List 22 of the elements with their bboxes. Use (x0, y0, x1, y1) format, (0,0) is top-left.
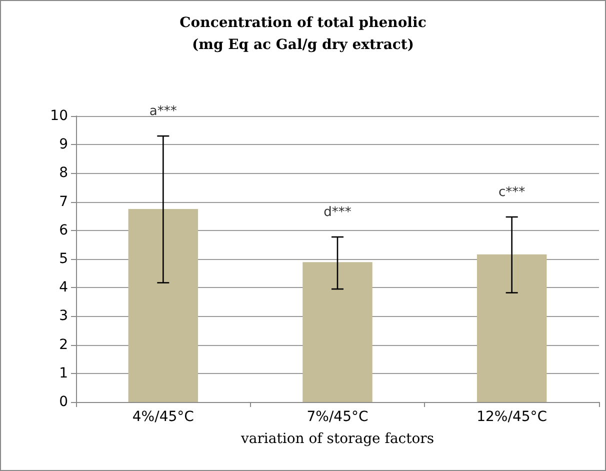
y-tick-label: 9 (59, 136, 68, 153)
y-tick-label: 3 (59, 308, 68, 324)
x-axis-title: variation of storage factors (240, 431, 434, 447)
annotation: c*** (498, 184, 526, 200)
y-tick-label: 0 (59, 394, 68, 410)
bar (128, 208, 198, 402)
y-tick-label: 10 (50, 108, 68, 124)
y-tick-label: 1 (59, 365, 68, 382)
y-tick-label: 8 (59, 165, 68, 182)
y-tick-label: 2 (59, 336, 68, 353)
bar (302, 262, 372, 402)
bar (476, 254, 547, 402)
y-tick-label: 6 (59, 222, 68, 238)
chart-title: Concentration of total phenolic (mg Eq ac Gal/g dry extract) (180, 15, 426, 53)
annotation: d*** (324, 204, 352, 220)
y-tick-label: 4 (59, 280, 68, 296)
x-tick-label: 4%/45°C (132, 409, 194, 425)
annotation: a*** (149, 104, 178, 120)
x-tick-label: 7%/45°C (306, 409, 368, 425)
y-tick-label: 5 (59, 251, 68, 267)
y-tick-label: 7 (59, 194, 68, 210)
x-tick-label: 12%/45°C (476, 409, 548, 425)
